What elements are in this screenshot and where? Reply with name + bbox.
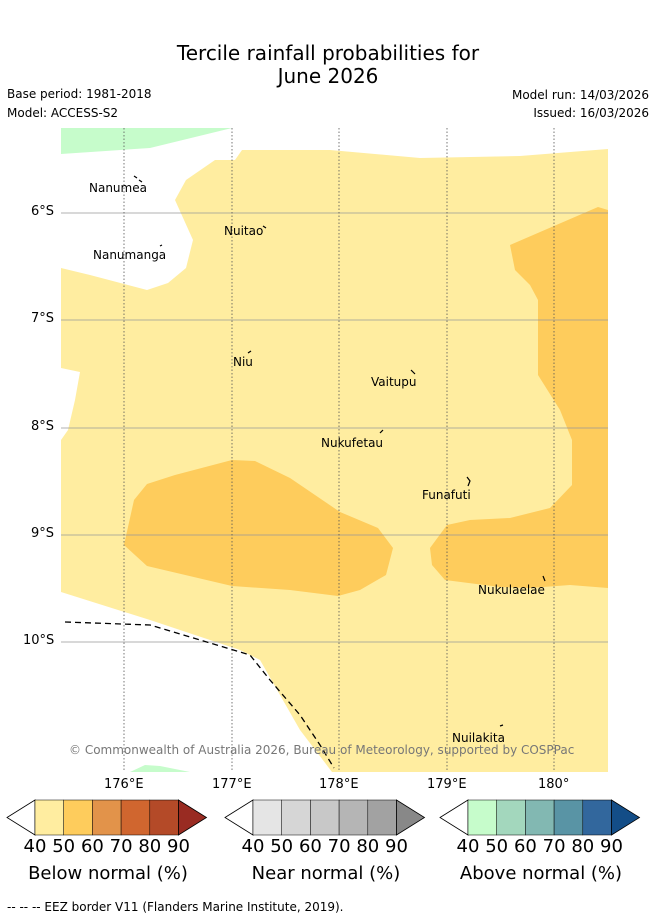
island-label-nuitao: Nuitao [224, 224, 264, 238]
below-normal-60-region-west [124, 460, 393, 596]
copyright-notice: © Commonwealth of Australia 2026, Bureau… [69, 743, 575, 757]
colorbar-tick-label: 80 [138, 836, 162, 857]
base-period: Base period: 1981-2018 [7, 87, 152, 101]
map-title-line2: June 2026 [277, 64, 379, 88]
issued-date: Issued: 16/03/2026 [533, 106, 649, 120]
colorbar-extend-high [396, 799, 426, 836]
lat-label-6s: 6°S [31, 204, 55, 219]
island-label-nukufetau: Nukufetau [321, 436, 384, 450]
colorbar-tick-label: 40 [456, 836, 480, 857]
colorbar-tick-label: 40 [23, 836, 47, 857]
island-label-niu: Niu [233, 355, 253, 369]
colorbar-tick-label: 60 [80, 836, 104, 857]
colorbar-extend-low [439, 799, 469, 836]
island-label-funafuti: Funafuti [422, 488, 471, 502]
lat-label-7s: 7°S [31, 311, 55, 326]
lat-label-8s: 8°S [31, 419, 55, 434]
colorbar-title-above: Above normal (%) [459, 863, 623, 884]
colorbar-below-normal [6, 799, 208, 836]
colorbar-tick-label: 80 [571, 836, 595, 857]
colorbar-title-below: Below normal (%) [28, 863, 188, 884]
colorbar-extend-high [611, 799, 641, 836]
colorbar-tick-label: 50 [270, 836, 294, 857]
colorbars [6, 799, 641, 836]
colorbar-cell [149, 799, 179, 836]
colorbar-cell [92, 799, 122, 836]
lon-label-179e: 179°E [427, 777, 467, 792]
colorbar-title-near: Near normal (%) [251, 863, 401, 884]
island-label-nukulaelae: Nukulaelae [478, 583, 545, 597]
lon-label-177e: 177°E [212, 777, 252, 792]
island-label-nanumanga: Nanumanga [93, 248, 167, 262]
below-normal-50-region [61, 149, 608, 772]
island-label-nuilakita: Nuilakita [452, 731, 505, 745]
eez-footer-note: -- -- -- EEZ border V11 (Flanders Marine… [7, 900, 344, 914]
lon-label-176e: 176°E [104, 777, 144, 792]
colorbar-tick-label: 40 [241, 836, 265, 857]
below-normal-60-region-east [430, 207, 608, 588]
colorbar-tick-label: 90 [167, 836, 190, 857]
colorbar-tick-label: 50 [485, 836, 509, 857]
colorbar-near-normal [224, 799, 426, 836]
colorbar-tick-label: 90 [600, 836, 623, 857]
eez-border [64, 621, 335, 769]
lon-label-178e: 178°E [319, 777, 359, 792]
colorbar-cell [281, 799, 311, 836]
colorbar-cell [252, 799, 282, 836]
colorbar-cell [496, 799, 526, 836]
latitude-gridlines [61, 212, 608, 643]
island-label-vaitupu: Vaitupu [371, 375, 417, 389]
model-name: Model: ACCESS-S2 [7, 106, 119, 120]
lat-label-9s: 9°S [31, 526, 55, 541]
above-normal-region-south [130, 765, 190, 772]
colorbar-cell [467, 799, 497, 836]
colorbar-cell [310, 799, 340, 836]
island-label-nanumea: Nanumea [89, 181, 147, 195]
lat-label-10s: 10°S [23, 633, 55, 648]
colorbar-cell [367, 799, 397, 836]
colorbar-above-normal [439, 799, 641, 836]
colorbar-cell [553, 799, 584, 836]
lon-label-180: 180° [538, 777, 570, 792]
colorbar-cell [582, 799, 612, 836]
colorbar-tick-label: 80 [356, 836, 380, 857]
colorbar-cell [338, 799, 369, 836]
colorbar-cell [34, 799, 64, 836]
colorbar-tick-label: 60 [298, 836, 322, 857]
longitude-gridlines [123, 128, 555, 772]
colorbar-tick-label: 50 [52, 836, 76, 857]
colorbar-tick-label: 70 [109, 836, 133, 857]
model-run: Model run: 14/03/2026 [511, 88, 649, 102]
colorbar-tick-label: 90 [385, 836, 408, 857]
island-shapes [133, 175, 546, 727]
colorbar-extend-high [178, 799, 208, 836]
colorbar-tick-label: 60 [513, 836, 537, 857]
colorbar-tick-label: 70 [542, 836, 566, 857]
above-normal-region-north [61, 128, 232, 154]
colorbar-cell [63, 799, 93, 836]
map-title-line1: Tercile rainfall probabilities for [176, 41, 480, 65]
colorbar-extend-low [6, 799, 36, 836]
colorbar-cell [525, 799, 555, 836]
colorbar-extend-low [224, 799, 254, 836]
colorbar-cell [120, 799, 151, 836]
colorbar-tick-label: 70 [327, 836, 351, 857]
